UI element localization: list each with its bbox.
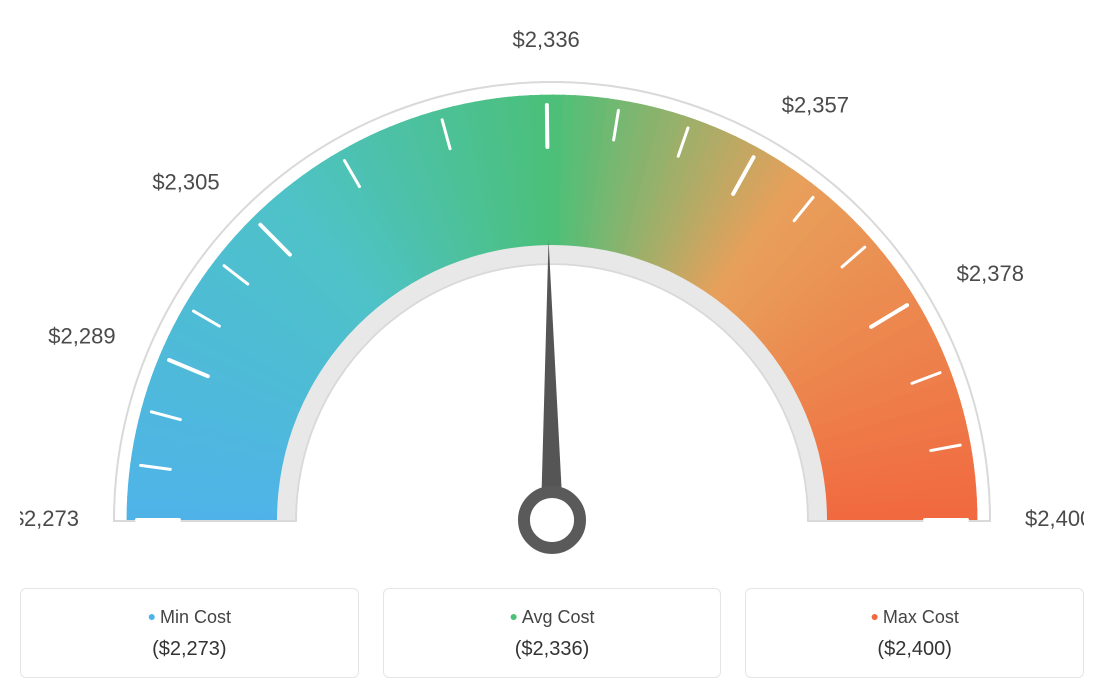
svg-text:$2,273: $2,273 <box>20 506 79 531</box>
gauge-chart: $2,273 $2,289 $2,305 $2,336 $2,357 $2,378 $2,4… <box>20 20 1084 580</box>
svg-text:$2,305: $2,305 <box>152 169 219 194</box>
svg-text:$2,336: $2,336 <box>513 27 580 52</box>
legend-min-value: ($2,273) <box>33 638 346 661</box>
gauge-svg: $2,273 $2,289 $2,305 $2,336 $2,357 $2,378 $2,4… <box>20 20 1084 580</box>
svg-text:$2,357: $2,357 <box>782 93 849 118</box>
svg-text:$2,289: $2,289 <box>48 324 115 349</box>
svg-text:$2,378: $2,378 <box>957 261 1024 286</box>
legend-card-min: Min Cost ($2,273) <box>20 588 359 678</box>
legend-min-label: Min Cost <box>33 607 346 628</box>
legend-row: Min Cost ($2,273) Avg Cost ($2,336) Max … <box>20 588 1084 678</box>
legend-max-label: Max Cost <box>758 607 1071 628</box>
legend-avg-value: ($2,336) <box>396 638 709 661</box>
svg-text:$2,400: $2,400 <box>1025 506 1084 531</box>
legend-card-max: Max Cost ($2,400) <box>745 588 1084 678</box>
legend-avg-label: Avg Cost <box>396 607 709 628</box>
legend-max-value: ($2,400) <box>758 638 1071 661</box>
legend-card-avg: Avg Cost ($2,336) <box>383 588 722 678</box>
chart-container: $2,273 $2,289 $2,305 $2,336 $2,357 $2,378 $2,4… <box>20 20 1084 678</box>
